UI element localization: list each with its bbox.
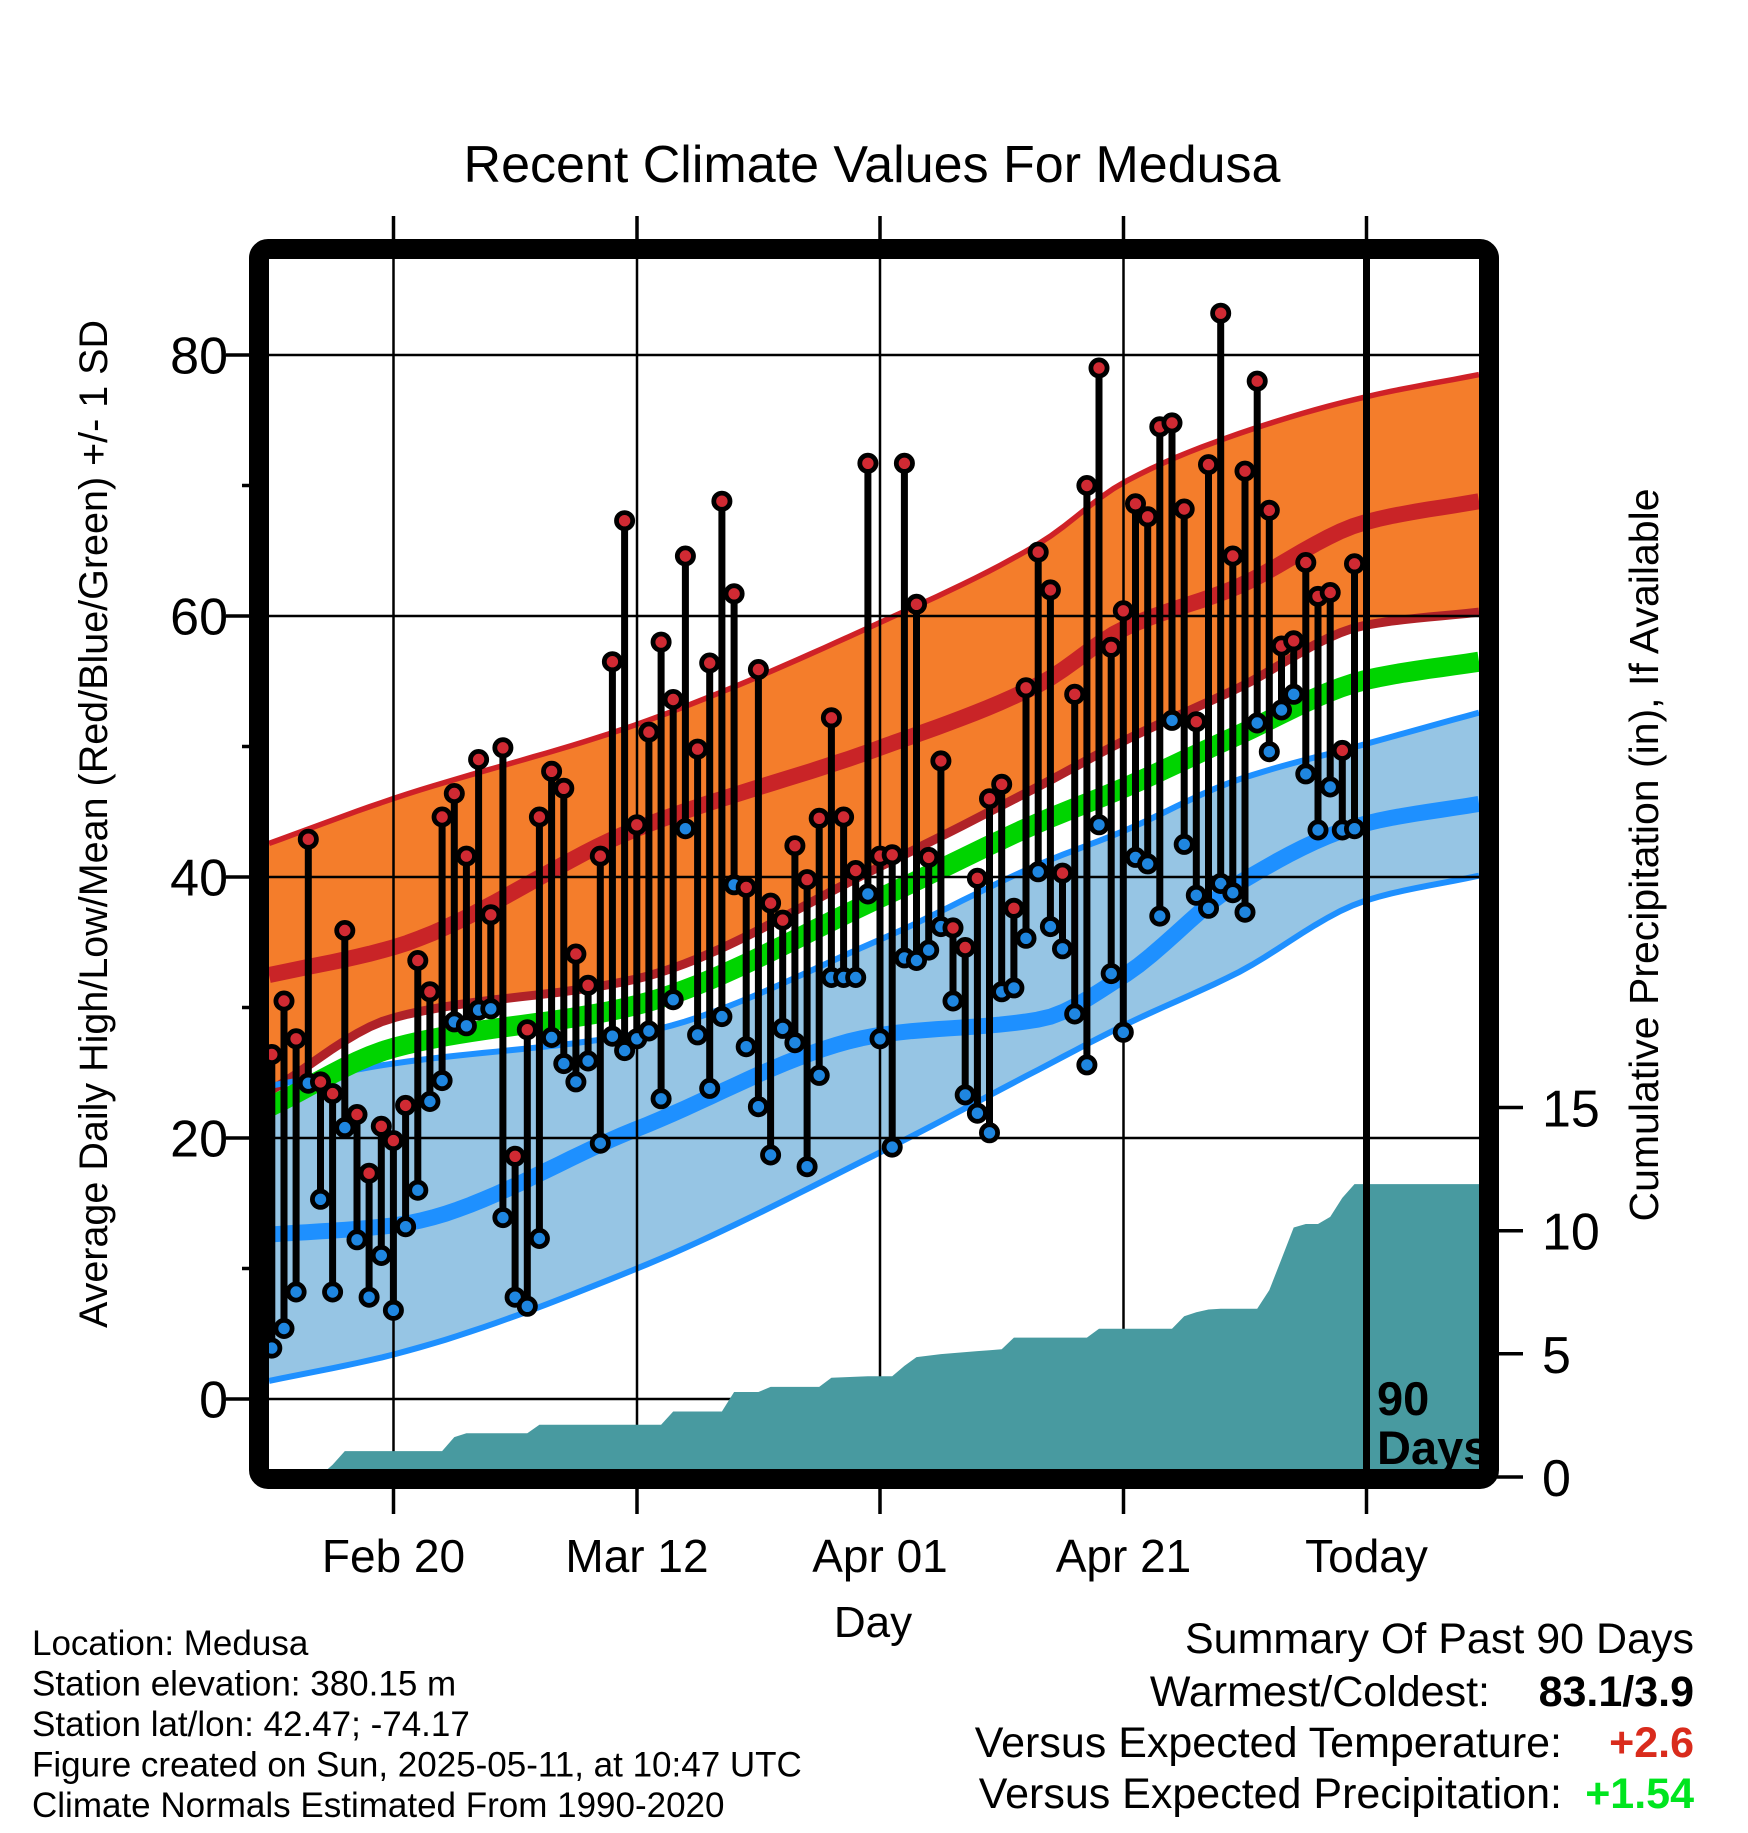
svg-text:Cumulative Precipitation (in),: Cumulative Precipitation (in), If Availa… — [1621, 488, 1667, 1221]
svg-text:20: 20 — [170, 1111, 228, 1169]
svg-text:+1.54: +1.54 — [1585, 1770, 1694, 1818]
svg-text:Versus Expected Precipitation:: Versus Expected Precipitation: — [979, 1770, 1562, 1818]
svg-text:Today: Today — [1305, 1530, 1428, 1582]
svg-text:80: 80 — [170, 328, 228, 386]
svg-text:Climate Normals Estimated From: Climate Normals Estimated From 1990-2020 — [32, 1786, 724, 1825]
svg-text:0: 0 — [1542, 1450, 1571, 1508]
svg-text:Average Daily High/Low/Mean (R: Average Daily High/Low/Mean (Red/Blue/Gr… — [72, 320, 116, 1328]
svg-text:Apr 21: Apr 21 — [1056, 1530, 1192, 1582]
svg-text:90: 90 — [1377, 1372, 1429, 1425]
svg-text:60: 60 — [170, 589, 228, 647]
svg-text:Figure created on Sun, 2025-05: Figure created on Sun, 2025-05-11, at 10… — [32, 1746, 802, 1785]
svg-text:15: 15 — [1542, 1081, 1600, 1139]
svg-text:+2.6: +2.6 — [1609, 1719, 1694, 1767]
svg-text:5: 5 — [1542, 1327, 1571, 1385]
svg-text:40: 40 — [170, 850, 228, 908]
svg-text:Summary Of Past 90 Days: Summary Of Past 90 Days — [1185, 1615, 1694, 1663]
svg-text:Station lat/lon: 42.47; -74.17: Station lat/lon: 42.47; -74.17 — [32, 1705, 470, 1744]
svg-text:Day: Day — [834, 1598, 912, 1647]
svg-text:0: 0 — [199, 1372, 228, 1430]
svg-text:Feb 20: Feb 20 — [322, 1530, 465, 1582]
svg-text:Days: Days — [1377, 1421, 1489, 1474]
svg-text:Warmest/Coldest:: Warmest/Coldest: — [1150, 1668, 1490, 1716]
svg-text:10: 10 — [1542, 1204, 1600, 1262]
svg-text:Station elevation: 380.15 m: Station elevation: 380.15 m — [32, 1665, 456, 1704]
svg-text:Mar 12: Mar 12 — [565, 1530, 708, 1582]
svg-text:83.1/3.9: 83.1/3.9 — [1539, 1668, 1694, 1716]
svg-text:Recent Climate Values For Medu: Recent Climate Values For Medusa — [464, 136, 1281, 194]
svg-text:Apr 01: Apr 01 — [812, 1530, 948, 1582]
svg-text:Versus Expected Temperature:: Versus Expected Temperature: — [975, 1719, 1562, 1767]
svg-text:Location: Medusa: Location: Medusa — [32, 1624, 309, 1663]
